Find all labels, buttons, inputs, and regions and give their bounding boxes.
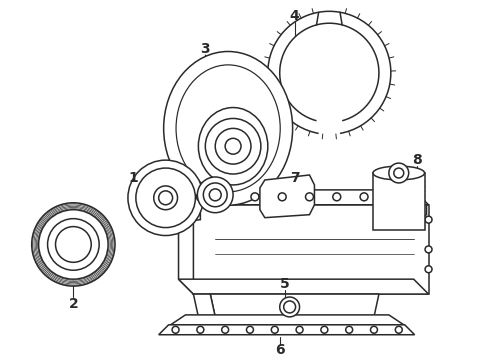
Circle shape bbox=[251, 193, 259, 201]
Ellipse shape bbox=[373, 166, 424, 180]
Circle shape bbox=[321, 326, 328, 333]
Circle shape bbox=[246, 326, 253, 333]
Circle shape bbox=[394, 168, 404, 178]
Circle shape bbox=[425, 216, 432, 223]
Text: 2: 2 bbox=[69, 297, 78, 311]
Text: 5: 5 bbox=[280, 277, 290, 291]
Text: 7: 7 bbox=[290, 171, 299, 185]
Circle shape bbox=[278, 193, 286, 201]
Circle shape bbox=[32, 203, 115, 286]
Polygon shape bbox=[180, 205, 200, 222]
Circle shape bbox=[223, 193, 232, 201]
Circle shape bbox=[306, 193, 314, 201]
Circle shape bbox=[333, 193, 341, 201]
Circle shape bbox=[55, 226, 91, 262]
Circle shape bbox=[284, 301, 295, 313]
Polygon shape bbox=[407, 205, 427, 222]
Polygon shape bbox=[178, 190, 194, 294]
Circle shape bbox=[159, 191, 172, 205]
Polygon shape bbox=[194, 294, 215, 317]
Circle shape bbox=[154, 186, 177, 210]
Circle shape bbox=[197, 177, 233, 213]
Bar bbox=[373, 173, 424, 230]
Circle shape bbox=[271, 326, 278, 333]
Circle shape bbox=[360, 193, 368, 201]
Circle shape bbox=[389, 163, 409, 183]
Ellipse shape bbox=[198, 108, 268, 185]
Text: 1: 1 bbox=[128, 171, 138, 185]
Polygon shape bbox=[159, 325, 415, 335]
Polygon shape bbox=[260, 175, 315, 218]
Circle shape bbox=[209, 189, 221, 201]
Circle shape bbox=[388, 193, 395, 201]
Polygon shape bbox=[210, 294, 379, 317]
Circle shape bbox=[203, 183, 227, 207]
Ellipse shape bbox=[176, 65, 280, 192]
Circle shape bbox=[425, 246, 432, 253]
Ellipse shape bbox=[164, 51, 293, 205]
Circle shape bbox=[225, 138, 241, 154]
Circle shape bbox=[136, 168, 196, 228]
Circle shape bbox=[197, 326, 204, 333]
Circle shape bbox=[172, 326, 179, 333]
Text: 3: 3 bbox=[200, 42, 210, 56]
Circle shape bbox=[425, 266, 432, 273]
Circle shape bbox=[39, 210, 108, 279]
Circle shape bbox=[196, 193, 204, 201]
Polygon shape bbox=[178, 279, 429, 294]
Polygon shape bbox=[171, 315, 404, 325]
Circle shape bbox=[215, 129, 251, 164]
Polygon shape bbox=[194, 205, 429, 294]
Circle shape bbox=[415, 193, 422, 201]
Circle shape bbox=[370, 326, 377, 333]
Circle shape bbox=[296, 326, 303, 333]
Circle shape bbox=[395, 326, 402, 333]
Circle shape bbox=[346, 326, 353, 333]
Text: 8: 8 bbox=[412, 153, 421, 167]
Circle shape bbox=[221, 326, 229, 333]
Circle shape bbox=[48, 219, 99, 270]
Text: 6: 6 bbox=[275, 343, 285, 357]
Polygon shape bbox=[178, 190, 429, 205]
Circle shape bbox=[205, 118, 261, 174]
Circle shape bbox=[280, 297, 299, 317]
Circle shape bbox=[128, 160, 203, 235]
Text: 4: 4 bbox=[290, 9, 299, 23]
